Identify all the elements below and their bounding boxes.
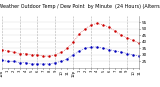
Text: Milwaukee Weather Outdoor Temp / Dew Point  by Minute  (24 Hours) (Alternate): Milwaukee Weather Outdoor Temp / Dew Poi…	[0, 4, 160, 9]
